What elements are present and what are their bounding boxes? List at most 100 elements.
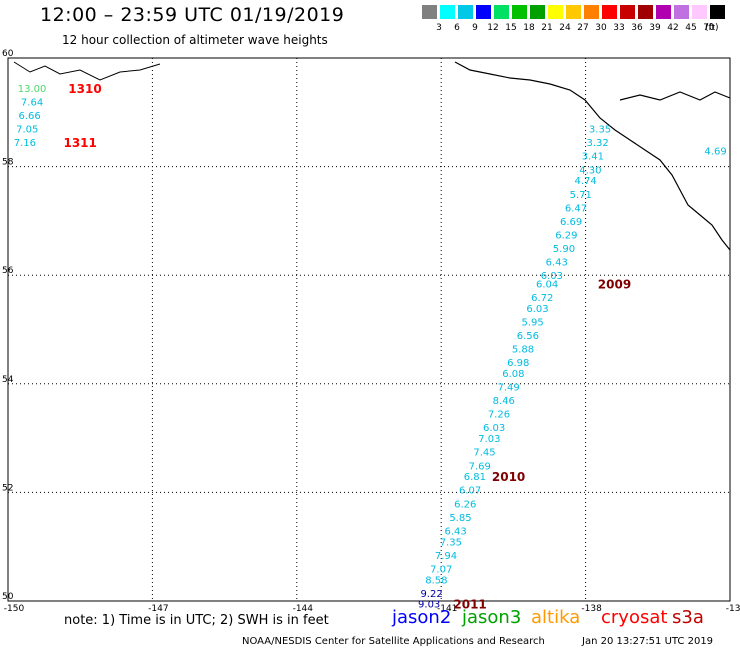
data-point-label: 7.69 bbox=[469, 461, 491, 472]
data-point-label: 6.69 bbox=[560, 217, 582, 228]
coastline bbox=[13, 61, 161, 81]
data-point-label: 5.90 bbox=[553, 244, 575, 255]
pass-time-annotation: 2009 bbox=[598, 277, 631, 291]
scale-label: 70 bbox=[703, 23, 715, 33]
scale-label: 30 bbox=[595, 23, 607, 33]
pass-time-annotation: 1311 bbox=[63, 136, 96, 150]
scale-label: 6 bbox=[454, 23, 460, 33]
y-tick-label: 54 bbox=[2, 375, 14, 385]
data-point-label: 4.69 bbox=[704, 146, 726, 157]
data-point-label: 6.08 bbox=[502, 369, 524, 380]
data-point-label: 6.43 bbox=[445, 526, 467, 537]
data-point-label: 3.35 bbox=[589, 125, 611, 136]
scale-unit: (ft) bbox=[705, 23, 719, 33]
y-tick-label: 50 bbox=[2, 592, 14, 602]
plot-frame bbox=[7, 57, 731, 602]
data-point-label: 9.22 bbox=[420, 589, 442, 600]
scale-swatch bbox=[476, 5, 491, 19]
chart-title: 12:00 – 23:59 UTC 01/19/2019 bbox=[40, 4, 345, 26]
data-point-label: 8.46 bbox=[493, 396, 515, 407]
pass-time-annotation: 1310 bbox=[68, 82, 101, 96]
data-point-label: 7.35 bbox=[440, 537, 462, 548]
coastline bbox=[454, 61, 731, 251]
data-point-label: 7.03 bbox=[478, 434, 500, 445]
data-point-label: 5.85 bbox=[449, 513, 471, 524]
scale-swatch bbox=[494, 5, 509, 19]
data-point-label: 6.43 bbox=[546, 258, 568, 269]
satellite-legend-item: jason2 bbox=[392, 607, 452, 628]
data-point-label: 4.30 bbox=[579, 165, 601, 176]
data-point-label: 6.98 bbox=[507, 358, 529, 369]
data-point-label: 7.45 bbox=[473, 448, 495, 459]
pass-time-annotation: 2011 bbox=[453, 598, 486, 612]
x-tick-label: -150 bbox=[4, 604, 25, 614]
data-point-label: 6.03 bbox=[526, 304, 548, 315]
data-point-label: 3.32 bbox=[587, 138, 609, 149]
data-point-label: 7.64 bbox=[21, 97, 43, 108]
coastline bbox=[619, 91, 731, 101]
data-point-label: 6.29 bbox=[555, 230, 577, 241]
data-point-label: 3.41 bbox=[582, 152, 604, 163]
data-point-label: 7.16 bbox=[14, 138, 36, 149]
scale-swatch bbox=[674, 5, 689, 19]
scale-swatch bbox=[512, 5, 527, 19]
scale-label: 24 bbox=[559, 23, 571, 33]
timestamp-text: Jan 20 13:27:51 UTC 2019 bbox=[582, 636, 714, 647]
scale-label: 36 bbox=[631, 23, 643, 33]
scale-swatch bbox=[548, 5, 563, 19]
footer-note: note: 1) Time is in UTC; 2) SWH is in fe… bbox=[64, 613, 329, 628]
data-point-label: 7.05 bbox=[16, 125, 38, 136]
scale-label: 42 bbox=[667, 23, 679, 33]
data-point-label: 5.71 bbox=[570, 190, 592, 201]
scale-label: 12 bbox=[487, 23, 499, 33]
data-point-label: 7.26 bbox=[488, 410, 510, 421]
scale-label: 27 bbox=[577, 23, 589, 33]
x-tick-label: -144 bbox=[293, 604, 314, 614]
y-tick-label: 60 bbox=[2, 49, 14, 59]
satellite-legend-item: cryosat bbox=[601, 607, 668, 628]
scale-swatch bbox=[566, 5, 581, 19]
y-tick-label: 58 bbox=[2, 158, 14, 168]
data-point-label: 5.95 bbox=[522, 317, 544, 328]
data-point-label: 7.94 bbox=[435, 551, 457, 562]
scale-swatch bbox=[530, 5, 545, 19]
scale-label: 39 bbox=[649, 23, 661, 33]
y-tick-label: 52 bbox=[2, 483, 13, 493]
data-point-label: 6.04 bbox=[536, 279, 558, 290]
data-point-label: 6.07 bbox=[459, 486, 481, 497]
scale-swatch bbox=[710, 5, 725, 19]
scale-swatch bbox=[422, 5, 437, 19]
x-tick-label: -138 bbox=[581, 604, 602, 614]
scale-label: 9 bbox=[472, 23, 478, 33]
scale-label: 45 bbox=[685, 23, 697, 33]
scale-swatch bbox=[458, 5, 473, 19]
data-point-label: 8.58 bbox=[425, 575, 447, 586]
data-point-label: 6.03 bbox=[483, 423, 505, 434]
scale-swatch bbox=[602, 5, 617, 19]
x-tick-label: -141 bbox=[437, 604, 457, 614]
satellite-legend-item: altika bbox=[531, 607, 581, 628]
scale-swatch bbox=[440, 5, 455, 19]
data-point-label: 6.03 bbox=[541, 271, 563, 282]
data-point-label: 13.00 bbox=[18, 84, 47, 95]
data-point-label: 7.49 bbox=[497, 383, 519, 394]
chart-subtitle: 12 hour collection of altimeter wave hei… bbox=[62, 33, 328, 47]
scale-label: 21 bbox=[541, 23, 553, 33]
data-point-label: 4.74 bbox=[574, 176, 596, 187]
scale-swatch bbox=[584, 5, 599, 19]
satellite-legend-item: jason3 bbox=[462, 607, 522, 628]
satellite-legend-item: s3a bbox=[672, 607, 704, 628]
data-point-label: 5.88 bbox=[512, 345, 534, 356]
data-point-label: 6.26 bbox=[454, 499, 476, 510]
pass-time-annotation: 2010 bbox=[492, 470, 525, 484]
data-point-label: 6.47 bbox=[565, 203, 587, 214]
scale-label: 15 bbox=[505, 23, 517, 33]
scale-label: 3 bbox=[436, 23, 442, 33]
scale-swatch bbox=[638, 5, 653, 19]
scale-swatch bbox=[656, 5, 671, 19]
y-tick-label: 56 bbox=[2, 266, 14, 276]
data-point-label: 6.72 bbox=[531, 293, 553, 304]
data-point-label: 6.56 bbox=[517, 331, 539, 342]
scale-label: 33 bbox=[613, 23, 625, 33]
